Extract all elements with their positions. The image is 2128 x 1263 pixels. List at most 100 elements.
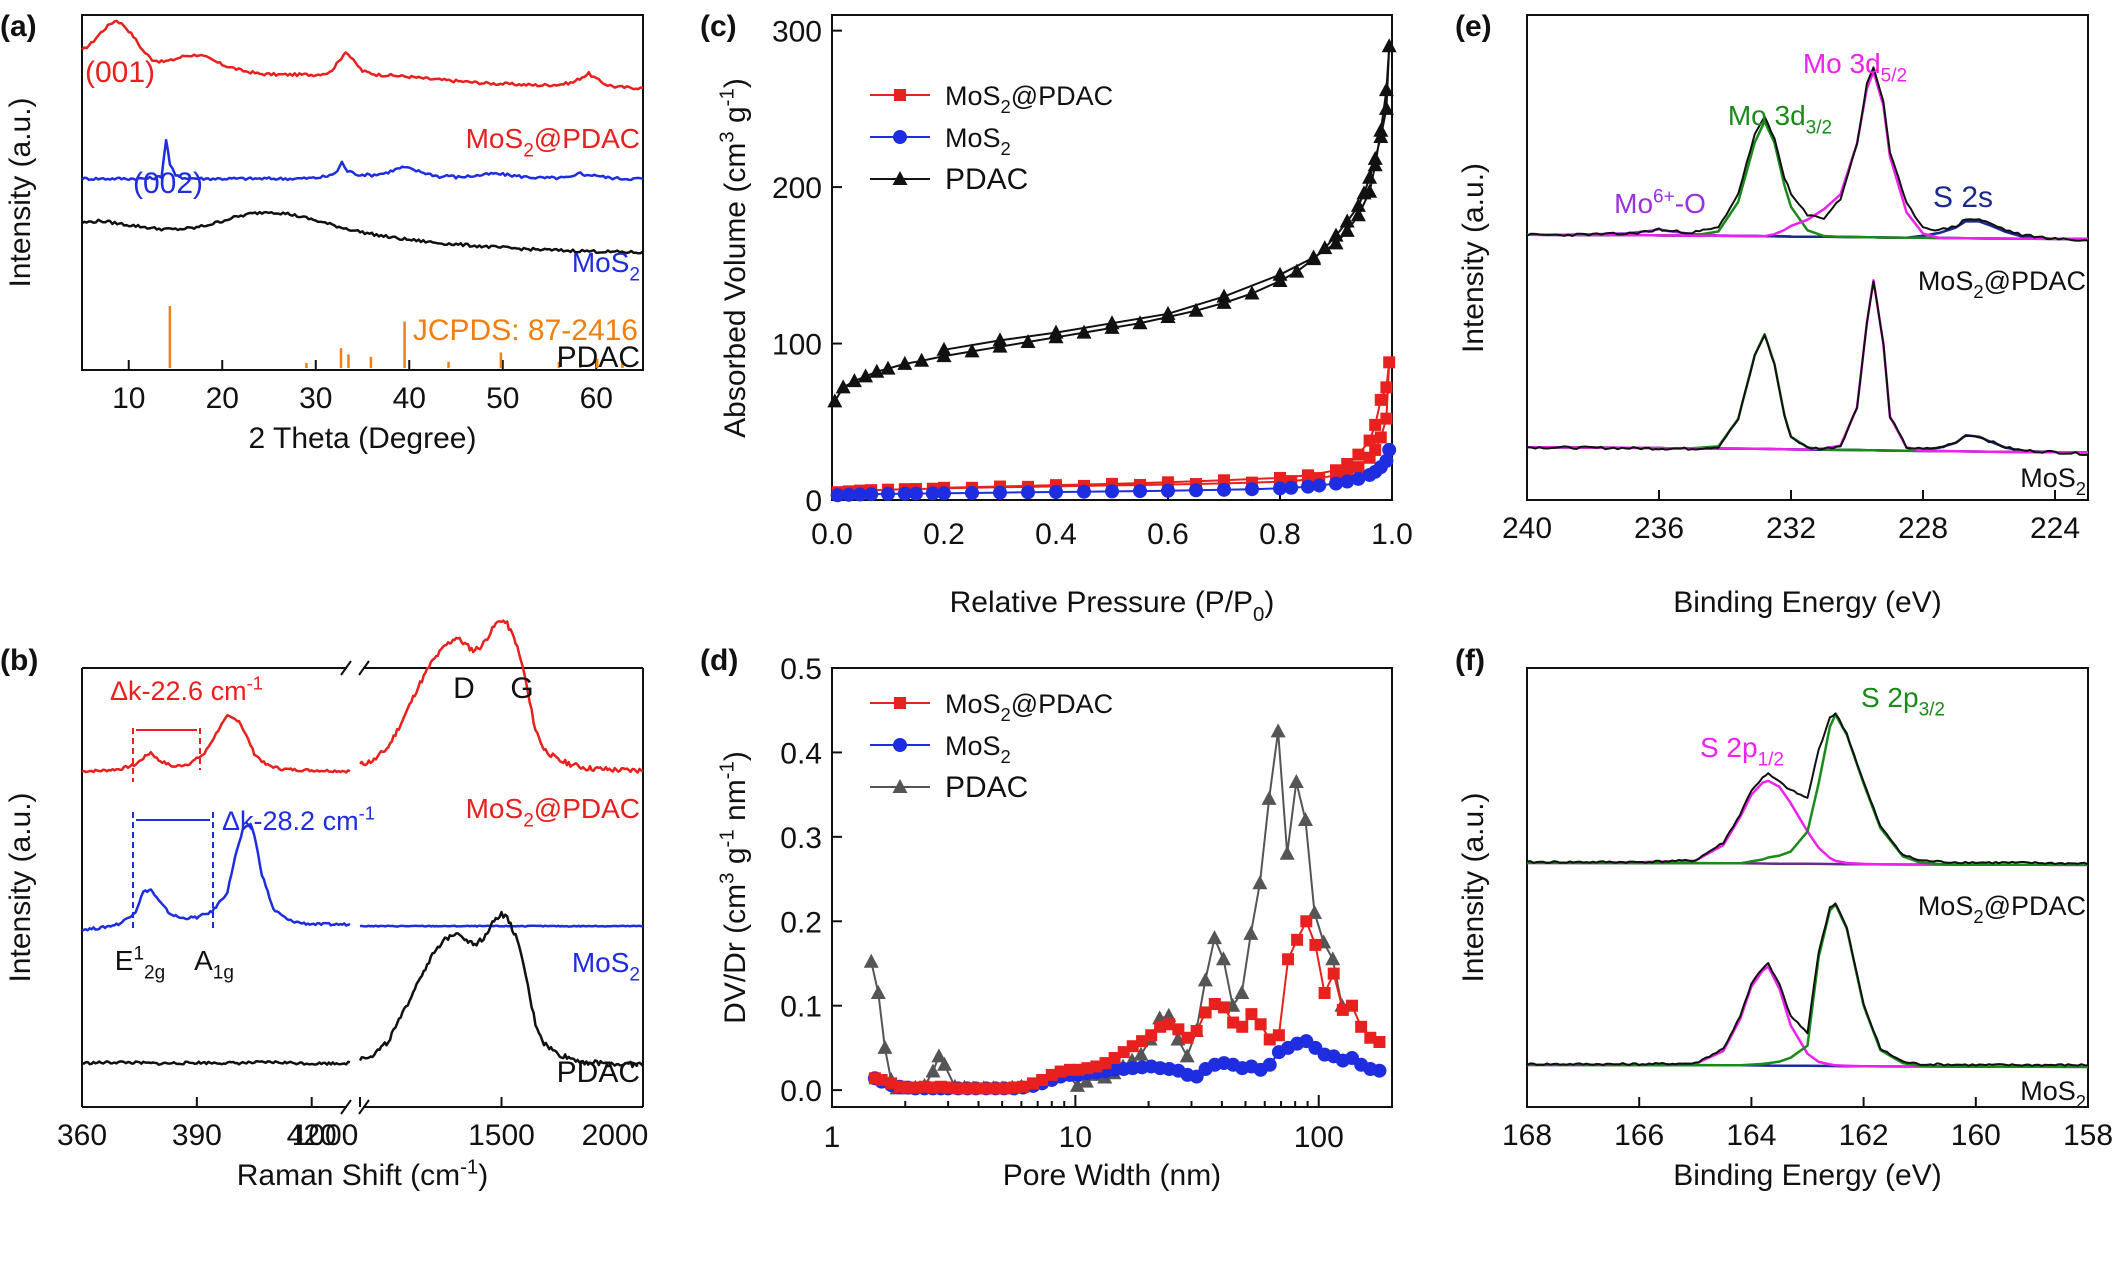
series-label-mos2-pdac: MoS2@PDAC [466,123,640,161]
series-PDAC-point [1197,972,1213,987]
series-MoS2-point [1351,471,1366,486]
series-MoS2@PDAC-point [1263,1033,1276,1046]
envelope-MoS2@PDAC [1526,66,2089,242]
f-xtick-label: 160 [1951,1119,2001,1152]
series-MoS2-point [841,487,856,502]
series-MoS2@PDAC-point [1172,1023,1185,1036]
series-MoS2@PDAC-point [1099,1057,1112,1070]
series-MoS2@PDAC-point [1302,469,1314,482]
e-xtick-label: 232 [1766,512,1816,545]
annotation-e2g: E12g [115,943,165,983]
panel-label: (c) [700,10,737,43]
legend-label: MoS2 [945,123,1011,159]
series-PDAC-point [869,363,885,378]
series-MoS2-point [1262,1057,1277,1072]
panel-c-isotherm: (c) 0.0 0.2 0.4 0.6 0.8 1.0 0 100 200 300 Relative … [700,10,1413,626]
series-MoS2-point [1133,484,1147,499]
legend-label: MoS2@PDAC [945,81,1113,117]
f-xtick-label: 158 [2063,1119,2113,1152]
series-PDAC-point [1272,266,1288,281]
series-PDAC-point [1133,1046,1149,1061]
f-xtick-label: 164 [1726,1119,1776,1152]
series-PDAC-point [1317,240,1333,255]
series-PDAC-point [992,332,1008,347]
series-MoS2@PDAC-point [1352,461,1365,474]
b-xtick-label: 390 [172,1119,222,1152]
series-MoS2@PDAC-point [1236,1020,1249,1033]
legend-marker [894,89,906,101]
d-ytick-label: 0.1 [780,991,822,1024]
series-MoS2@PDAC-point [1364,1031,1377,1044]
annotation-mo6: Mo6+-O [1614,186,1706,219]
series-MoS2@PDAC-point [1373,1035,1386,1048]
series-PDAC-point [931,1048,947,1063]
annotation-s2p32: S 2p3/2 [1861,682,1945,720]
d-ytick-label: 0.3 [780,822,822,855]
series-MoS2@PDAC-point [1272,1029,1285,1042]
c-ytick-label: 300 [772,16,822,49]
panel-label: (a) [0,10,37,43]
annotation-mo3d52: Mo 3d5/2 [1803,48,1907,86]
series-PDAC-point [1325,951,1341,966]
series-MoS2@PDAC-point [1154,1020,1167,1033]
panel-label: (e) [1455,10,1492,43]
series-MoS2-point [1049,485,1063,500]
series-PDAC-point [1215,951,1231,966]
envelope-MoS2 [1526,902,2089,1067]
d-xtick-label: 10 [1059,1121,1092,1154]
b-xtick-label: 420 [287,1119,337,1152]
series-PDAC-point [1244,285,1260,300]
legend-label: MoS2@PDAC [945,689,1113,725]
e-xtick-label: 240 [1502,512,1552,545]
d-ytick-label: 0.5 [780,653,822,686]
series-PDAC-point [1160,305,1176,320]
series-MoS2-point [1372,1063,1387,1078]
series-MoS2-left [81,822,351,932]
series-PDAC-left [81,1060,351,1066]
series-MoS2@PDAC-left [81,713,351,774]
series-MoS2@PDAC-point [1027,1077,1040,1090]
series-PDAC-point [1216,288,1232,303]
series-MoS2@PDAC-point [1309,938,1322,951]
component-mo3d32 [1526,120,2089,241]
f-xtick-label: 162 [1839,1119,1889,1152]
series-MoS2@PDAC-point [1227,1016,1240,1029]
c-xtick-label: 0.2 [923,518,965,551]
series-MoS2@PDAC-point [980,1082,993,1095]
series-MoS2-point [1105,484,1119,499]
series-MoS2-point [897,486,912,501]
envelope-MoS2 [1526,280,2089,456]
series-label-mos2: MoS2 [2020,1076,2086,1112]
x-axis-label: Binding Energy (eV) [1673,1159,1941,1192]
series-MoS2@PDAC-point [1336,1003,1349,1016]
series-MoS2@PDAC-point [1380,381,1393,394]
panel-f-xps-s2p: (f) 168 166 164 162 160 158 Binding Energy (eV)… [1455,644,2113,1192]
f-xtick-label: 168 [1502,1119,1552,1152]
b-xtick-label-break: 1000 [292,1119,359,1152]
series-MoS2@PDAC-point [1008,1081,1021,1094]
series-MoS2@PDAC-point [1291,933,1304,946]
series-PDAC-point [1339,222,1355,237]
series-PDAC-point [1288,773,1304,788]
x-axis-label: 2 Theta (Degree) [249,422,477,455]
series-PDAC-point [914,352,930,367]
series-MoS2@PDAC-point [1126,1040,1139,1053]
series-PDAC-point [1188,302,1204,317]
series-MoS2@PDAC-point [1355,1020,1368,1033]
series-MoS2-point [1161,483,1175,498]
series-PDAC-point [858,368,874,383]
series-MoS2-point [993,485,1007,500]
d-ytick-label: 0.2 [780,906,822,939]
d-xtick-label: 1 [824,1121,841,1154]
panel-label: (d) [700,644,738,677]
component-s2p12 [1526,779,2089,867]
series-MoS2@PDAC-point [909,1081,922,1094]
series-MoS2-point [1189,483,1203,498]
series-PDAC-point [925,1063,941,1078]
c-xtick-label: 0.4 [1035,518,1077,551]
series-MoS2-point [830,488,845,503]
series-MoS2@PDAC-point [1369,443,1382,456]
series-PDAC-point [863,953,879,968]
